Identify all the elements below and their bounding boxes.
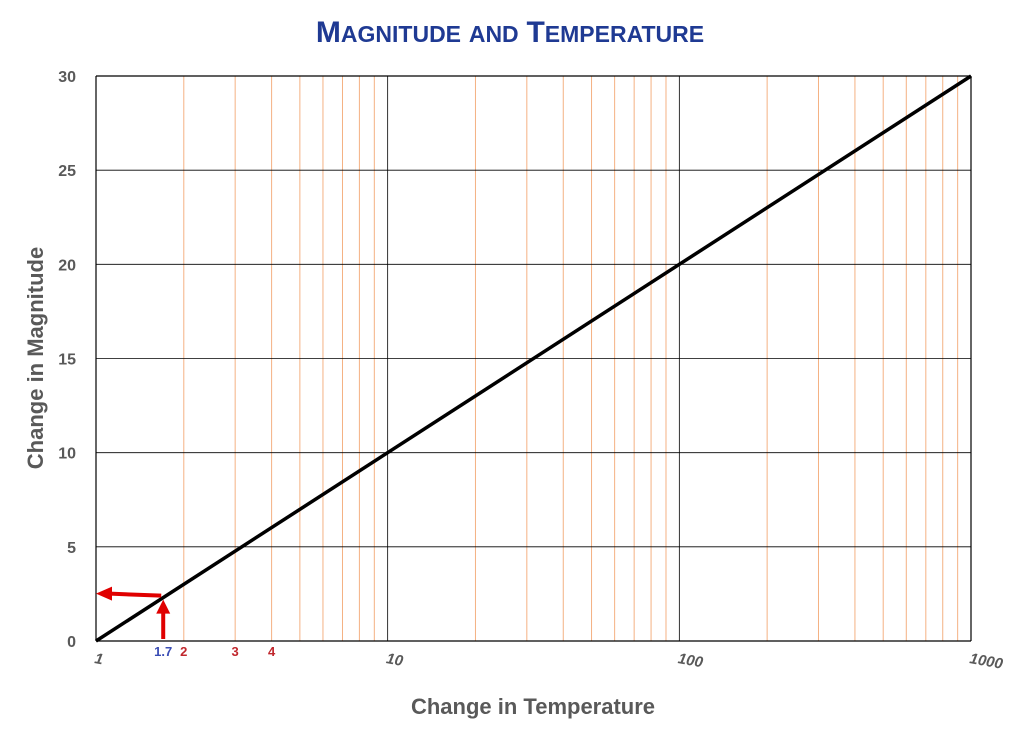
annotation-labels: 1.7 2 3 4	[154, 644, 276, 659]
x-tick-labels: 1 10 100 1000	[93, 650, 1004, 673]
y-axis-label: Change in Magnitude	[23, 247, 48, 469]
up-arrow-head	[156, 599, 171, 614]
y-tick-label: 25	[58, 163, 76, 180]
chart-title: MAGNITUDE AND TEMPERATURE	[316, 16, 704, 49]
x-axis-label: Change in Temperature	[411, 694, 655, 719]
x-tick-label: 100	[677, 650, 705, 671]
major-grid	[95, 75, 972, 642]
y-tick-labels: 0 5 10 15 20 25 30	[58, 69, 76, 651]
x-tick-label: 1	[93, 650, 104, 668]
x-tick-label: 1000	[968, 650, 1004, 673]
y-tick-label: 15	[58, 352, 76, 369]
arrow-layer	[96, 586, 171, 639]
annotation-label: 1.7	[154, 644, 172, 659]
y-tick-label: 5	[67, 540, 76, 557]
series-layer	[95, 74, 972, 643]
y-tick-label: 20	[58, 257, 76, 274]
left-arrow-shaft	[109, 591, 162, 598]
x-tick-label: 10	[385, 650, 405, 670]
y-tick-label: 0	[67, 634, 76, 651]
y-tick-label: 30	[58, 69, 76, 86]
annotation-label: 3	[232, 644, 239, 659]
series-line	[95, 74, 972, 643]
y-tick-label: 10	[58, 446, 76, 463]
annotation-label: 2	[180, 644, 187, 659]
annotation-label: 4	[268, 644, 276, 659]
left-arrow-head	[96, 586, 112, 601]
